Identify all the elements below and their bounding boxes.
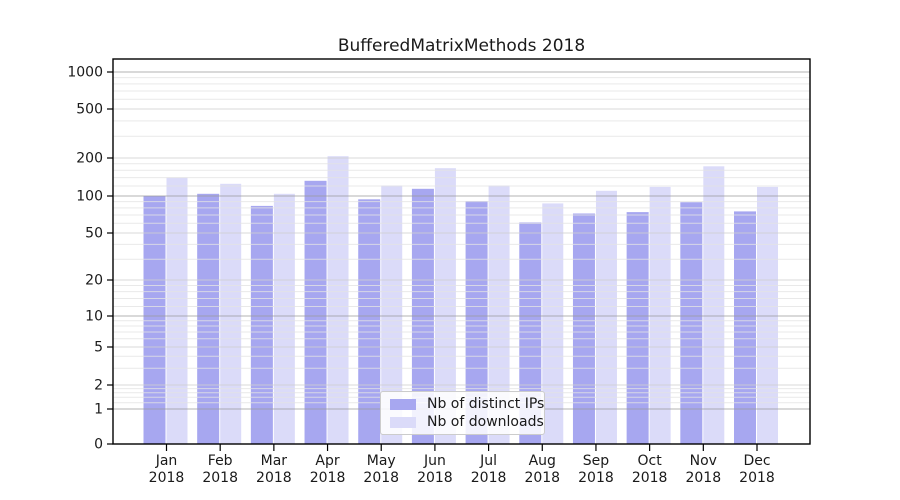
x-month-label: Jun bbox=[423, 453, 446, 469]
bar-downloads bbox=[703, 166, 725, 445]
x-year-label: 2018 bbox=[363, 470, 399, 486]
bar-downloads bbox=[220, 183, 242, 445]
y-tick-label: 0 bbox=[94, 437, 103, 453]
y-tick-label: 500 bbox=[76, 102, 103, 118]
y-tick-label: 1 bbox=[94, 402, 103, 418]
legend-swatch-downloads bbox=[390, 416, 416, 428]
x-month-label: Dec bbox=[743, 453, 770, 469]
x-year-label: 2018 bbox=[578, 470, 614, 486]
bar-downloads bbox=[595, 190, 617, 444]
x-month-label: Apr bbox=[315, 453, 339, 469]
y-tick-label: 5 bbox=[94, 340, 103, 356]
legend-item-distinct-ips: Nb of distinct IPs bbox=[390, 396, 544, 412]
x-month-label: Sep bbox=[583, 453, 610, 469]
y-tick-label: 20 bbox=[85, 273, 103, 289]
x-month-label: Oct bbox=[638, 453, 663, 469]
legend-label: Nb of distinct IPs bbox=[427, 396, 545, 412]
bar-downloads bbox=[381, 185, 403, 444]
y-tick-label: 10 bbox=[85, 309, 103, 325]
x-year-label: 2018 bbox=[417, 470, 453, 486]
y-tick-label: 200 bbox=[76, 151, 103, 167]
x-year-label: 2018 bbox=[471, 470, 507, 486]
legend: Nb of distinct IPs Nb of downloads bbox=[380, 391, 545, 435]
legend-swatch-distinct-ips bbox=[390, 398, 416, 410]
plot-border bbox=[112, 58, 811, 445]
bar-distinct-ips bbox=[734, 211, 756, 444]
x-month-label: Nov bbox=[690, 453, 717, 469]
x-year-label: 2018 bbox=[685, 470, 721, 486]
x-year-label: 2018 bbox=[739, 470, 775, 486]
bar-distinct-ips bbox=[572, 213, 595, 444]
bar-distinct-ips bbox=[680, 202, 703, 444]
y-tick-label: 1000 bbox=[67, 65, 103, 81]
bar-distinct-ips bbox=[465, 201, 488, 444]
x-year-label: 2018 bbox=[149, 470, 185, 486]
bar-downloads bbox=[166, 177, 188, 444]
chart-title: BufferedMatrixMethods 2018 bbox=[337, 36, 586, 56]
bar-downloads bbox=[327, 156, 349, 444]
bar-downloads bbox=[757, 186, 778, 444]
x-year-label: 2018 bbox=[256, 470, 292, 486]
bar-distinct-ips bbox=[250, 205, 273, 444]
bar-distinct-ips bbox=[304, 180, 327, 445]
y-tick-label: 50 bbox=[85, 226, 103, 242]
bar-distinct-ips bbox=[197, 193, 220, 444]
x-year-label: 2018 bbox=[310, 470, 346, 486]
x-year-label: 2018 bbox=[524, 470, 560, 486]
x-year-label: 2018 bbox=[202, 470, 238, 486]
bar-distinct-ips bbox=[358, 199, 381, 444]
y-tick-label: 100 bbox=[76, 189, 103, 205]
x-month-label: Feb bbox=[208, 453, 233, 469]
bar-downloads bbox=[649, 186, 671, 444]
bar-downloads bbox=[542, 203, 564, 444]
legend-item-downloads: Nb of downloads bbox=[390, 414, 544, 430]
x-month-label: May bbox=[367, 453, 396, 469]
x-month-label: Aug bbox=[529, 453, 556, 469]
x-month-label: Jul bbox=[479, 453, 497, 469]
bar-downloads bbox=[488, 185, 510, 444]
bar-distinct-ips bbox=[626, 212, 649, 444]
y-tick-label: 2 bbox=[94, 378, 103, 394]
bar-downloads bbox=[273, 193, 295, 444]
x-month-label: Mar bbox=[261, 453, 288, 469]
x-month-label: Jan bbox=[155, 453, 178, 469]
legend-label: Nb of downloads bbox=[427, 414, 544, 430]
bar-distinct-ips bbox=[143, 196, 166, 444]
x-year-label: 2018 bbox=[632, 470, 668, 486]
